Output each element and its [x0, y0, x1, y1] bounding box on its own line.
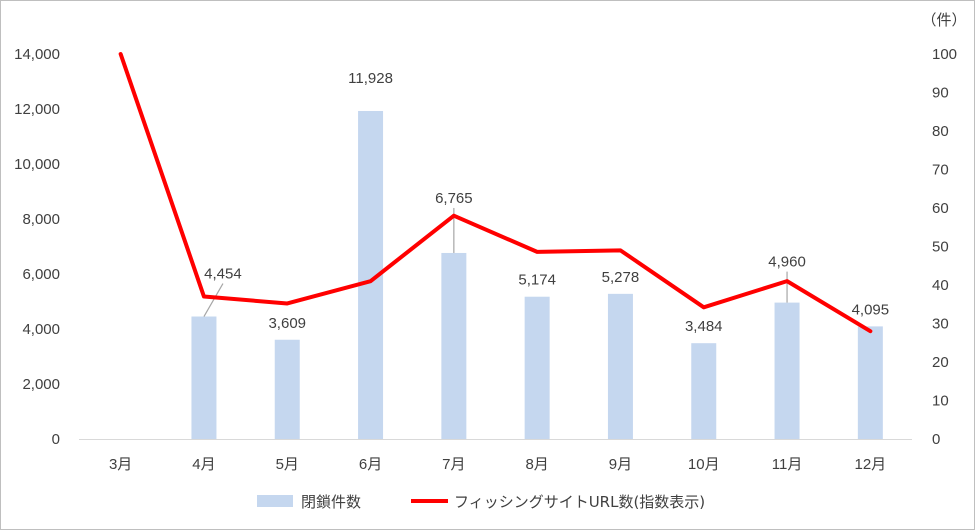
- data-labels-group: 4,454 3,609 11,928 6,765 5,174 5,278 3,484 4,96…: [204, 70, 889, 335]
- y-right-tick-label: 50: [932, 239, 949, 256]
- y-right-tick-label: 90: [932, 85, 949, 102]
- bar: [691, 343, 717, 439]
- y-right-tick-label: 80: [932, 123, 949, 140]
- legend-label-bar: 閉鎖件数: [301, 493, 361, 511]
- y-left-tick-label: 8,000: [22, 211, 60, 228]
- x-tick-label: 12月: [855, 456, 887, 473]
- bar: [607, 293, 633, 439]
- x-tick-label: 8月: [525, 456, 548, 473]
- data-label: 5,278: [602, 269, 640, 286]
- data-label: 5,174: [518, 272, 556, 289]
- data-label: 4,960: [768, 254, 806, 271]
- data-label: 11,928: [348, 70, 393, 87]
- bars-group: [191, 110, 883, 439]
- y-right-tick-label: 70: [932, 162, 949, 179]
- x-tick-label: 9月: [609, 456, 632, 473]
- y-right-tick-label: 30: [932, 316, 949, 333]
- data-label: 3,484: [685, 318, 723, 335]
- bar: [274, 339, 300, 439]
- y-right-tick-label: 100: [932, 46, 957, 63]
- legend-swatch-bar: [257, 495, 293, 507]
- y-left-tick-label: 10,000: [14, 156, 60, 173]
- y-left-tick-label: 0: [52, 431, 60, 448]
- x-tick-label: 3月: [109, 456, 132, 473]
- y-right-tick-label: 20: [932, 354, 949, 371]
- data-label: 4,095: [852, 301, 890, 318]
- x-tick-label: 10月: [688, 456, 720, 473]
- leader-line: [203, 283, 224, 317]
- bar: [191, 316, 217, 439]
- y-left-tick-label: 2,000: [22, 376, 60, 393]
- x-tick-label: 4月: [192, 456, 215, 473]
- data-label: 3,609: [268, 315, 306, 332]
- x-tick-label: 7月: [442, 456, 465, 473]
- y-right-unit-label: （件）: [921, 12, 966, 29]
- y-left-tick-label: 6,000: [22, 266, 60, 283]
- y-right-tick-label: 40: [932, 277, 949, 294]
- x-tick-label: 6月: [359, 456, 382, 473]
- data-label: 6,765: [435, 190, 473, 207]
- y-right-tick-label: 60: [932, 200, 949, 217]
- legend-label-line: フィッシングサイトURL数(指数表示): [454, 493, 705, 511]
- bar: [857, 326, 883, 439]
- line-series-group: [118, 52, 873, 334]
- data-label: 4,454: [204, 266, 242, 283]
- y-left-tick-label: 4,000: [22, 321, 60, 338]
- axes-group: 0 2,000 4,000 6,000 8,000 10,000 12,000 14,000 0…: [14, 12, 966, 473]
- x-tick-label: 11月: [772, 456, 803, 473]
- bar: [524, 296, 550, 439]
- line-series: [118, 52, 873, 334]
- bar: [774, 302, 800, 439]
- bar: [441, 252, 467, 439]
- legend: 閉鎖件数 フィッシングサイトURL数(指数表示): [257, 493, 705, 511]
- y-right-tick-label: 0: [932, 431, 940, 448]
- y-right-tick-label: 10: [932, 393, 949, 410]
- x-tick-label: 5月: [276, 456, 299, 473]
- leader-lines-group: [203, 207, 788, 317]
- y-left-tick-label: 12,000: [14, 101, 60, 118]
- y-left-tick-label: 14,000: [14, 46, 60, 63]
